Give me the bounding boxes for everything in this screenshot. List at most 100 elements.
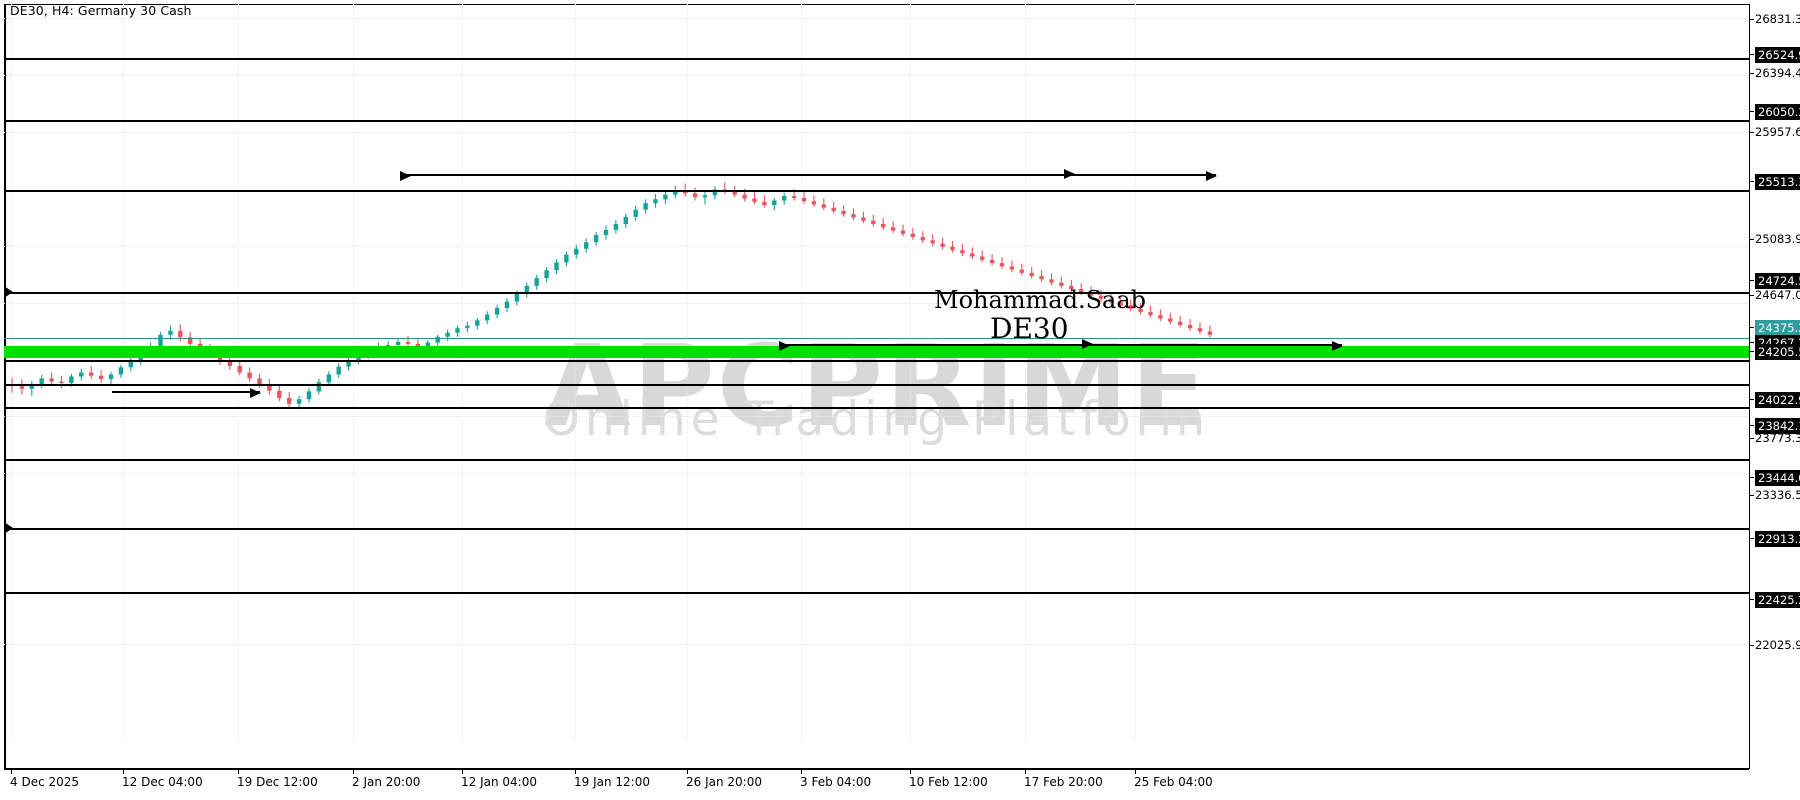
price-axis-label[interactable]: 26524.98 (1755, 47, 1800, 63)
gridline-horizontal (4, 245, 1749, 247)
price-axis-tick (1749, 54, 1754, 55)
price-axis-label[interactable]: 25957.60 (1755, 125, 1800, 139)
gridline-vertical (575, 4, 576, 739)
price-axis-line (1749, 4, 1750, 769)
price-axis-tick (1749, 239, 1754, 240)
trader-name-label[interactable]: Mohammad.Saab (934, 286, 1147, 314)
price-level-line[interactable] (4, 119, 1749, 122)
price-level-line[interactable] (4, 57, 1749, 60)
gridline-vertical (11, 4, 12, 739)
price-axis-tick (1749, 342, 1754, 343)
time-axis-tick (1135, 770, 1136, 774)
price-level-line[interactable] (4, 407, 1749, 410)
gridline-vertical (462, 4, 463, 739)
price-axis-label[interactable]: 23336.50 (1755, 488, 1800, 502)
price-axis-tick (1749, 132, 1754, 133)
price-axis-label[interactable]: 22425.23 (1755, 592, 1800, 608)
price-axis-label[interactable]: 26394.45 (1755, 66, 1800, 80)
price-axis-label[interactable]: 25083.90 (1755, 232, 1800, 246)
gridline-vertical (353, 4, 354, 739)
price-level-line[interactable] (4, 360, 1749, 363)
price-axis-tick (1749, 295, 1754, 296)
price-axis-tick (1749, 538, 1754, 539)
price-axis-label[interactable]: 24724.57 (1755, 273, 1800, 289)
time-axis-label[interactable]: 4 Dec 2025 (10, 775, 80, 789)
price-axis-tick (1749, 399, 1754, 400)
price-level-line[interactable] (4, 459, 1749, 462)
symbol-annotation-label[interactable]: DE30 (990, 312, 1069, 345)
chart-frame (4, 4, 1749, 769)
time-axis-tick (1025, 770, 1026, 774)
gridline-vertical (801, 4, 802, 739)
arrow-lower-support[interactable] (112, 388, 261, 398)
level-left-marker[interactable] (4, 522, 13, 535)
gridline-horizontal (4, 131, 1749, 133)
time-axis-label[interactable]: 19 Dec 12:00 (237, 775, 318, 789)
price-axis-label[interactable]: 22025.95 (1755, 638, 1800, 652)
price-axis-label[interactable]: 23773.35 (1755, 431, 1800, 445)
arrow-midpoint-head (1082, 339, 1093, 349)
gridline-horizontal (4, 74, 1749, 76)
price-axis-tick (1749, 477, 1754, 478)
price-axis-label[interactable]: 22913.25 (1755, 531, 1800, 547)
time-axis-label[interactable]: 17 Feb 20:00 (1024, 775, 1103, 789)
gridline-horizontal (4, 644, 1749, 645)
price-axis-label[interactable]: 26831.30 (1755, 12, 1800, 26)
price-level-line[interactable] (4, 292, 1749, 295)
time-axis-label[interactable]: 3 Feb 04:00 (800, 775, 872, 789)
time-axis-tick (353, 770, 354, 774)
time-axis-label[interactable]: 12 Jan 04:00 (461, 775, 537, 789)
price-axis-tick (1749, 495, 1754, 496)
price-axis-label[interactable]: 26050.34 (1755, 104, 1800, 120)
price-axis-tick (1749, 280, 1754, 281)
time-axis-label[interactable]: 19 Jan 12:00 (574, 775, 650, 789)
arrow-mid-support[interactable] (779, 341, 1343, 351)
gridline-vertical (687, 4, 688, 739)
time-axis-label[interactable]: 2 Jan 20:00 (352, 775, 421, 789)
gridline-horizontal (4, 302, 1749, 304)
time-axis-tick (123, 770, 124, 774)
price-axis-label[interactable]: 25513.31 (1755, 174, 1800, 190)
price-axis-tick (1749, 599, 1754, 600)
time-axis-label[interactable]: 26 Jan 20:00 (686, 775, 762, 789)
price-level-line[interactable] (4, 189, 1749, 192)
time-axis-label[interactable]: 10 Feb 12:00 (909, 775, 988, 789)
price-axis-tick (1749, 327, 1754, 328)
price-level-line[interactable] (4, 528, 1749, 531)
price-axis-label[interactable]: 24205.58 (1755, 344, 1800, 360)
current-price-label[interactable]: 24375.25 (1755, 320, 1800, 336)
time-axis-tick (11, 770, 12, 774)
price-axis-tick (1749, 351, 1754, 352)
arrow-upper-resistance[interactable] (400, 171, 1217, 181)
candlestick-series (9, 182, 1213, 408)
price-level-line[interactable] (4, 337, 1749, 339)
time-axis-tick (462, 770, 463, 774)
time-axis-tick (238, 770, 239, 774)
price-level-line[interactable] (4, 591, 1749, 594)
gridline-horizontal (4, 18, 1749, 19)
chart-plot-area[interactable]: APCPRIME Online Trading Platform Mohamma… (4, 4, 1749, 769)
time-axis-label[interactable]: 12 Dec 04:00 (122, 775, 203, 789)
time-axis-label[interactable]: 25 Feb 04:00 (1134, 775, 1213, 789)
price-axis-tick (1749, 181, 1754, 182)
price-axis-tick (1749, 438, 1754, 439)
price-axis-label[interactable]: 23444.00 (1755, 470, 1800, 486)
price-axis-tick (1749, 73, 1754, 74)
time-axis-tick (910, 770, 911, 774)
gridline-vertical (1025, 4, 1026, 739)
price-axis-label[interactable]: 24022.93 (1755, 392, 1800, 408)
price-axis-tick (1749, 645, 1754, 646)
arrow-midpoint-head (1064, 169, 1075, 179)
price-axis-label[interactable]: 23842.16 (1755, 418, 1800, 434)
price-level-line[interactable] (4, 383, 1749, 386)
time-axis-tick (687, 770, 688, 774)
gridline-vertical (123, 4, 124, 739)
price-axis-tick (1749, 19, 1754, 20)
price-axis[interactable]: 26831.30 26524.98 26394.45 26050.34 25957.60… (1749, 4, 1800, 769)
level-left-marker[interactable] (4, 286, 13, 299)
time-axis-tick (575, 770, 576, 774)
price-level-line[interactable] (4, 346, 1749, 359)
time-axis[interactable]: 4 Dec 2025 12 Dec 04:00 19 Dec 12:00 2 Jan … (4, 769, 1749, 800)
gridline-horizontal (4, 473, 1749, 475)
price-axis-label[interactable]: 24647.05 (1755, 288, 1800, 302)
